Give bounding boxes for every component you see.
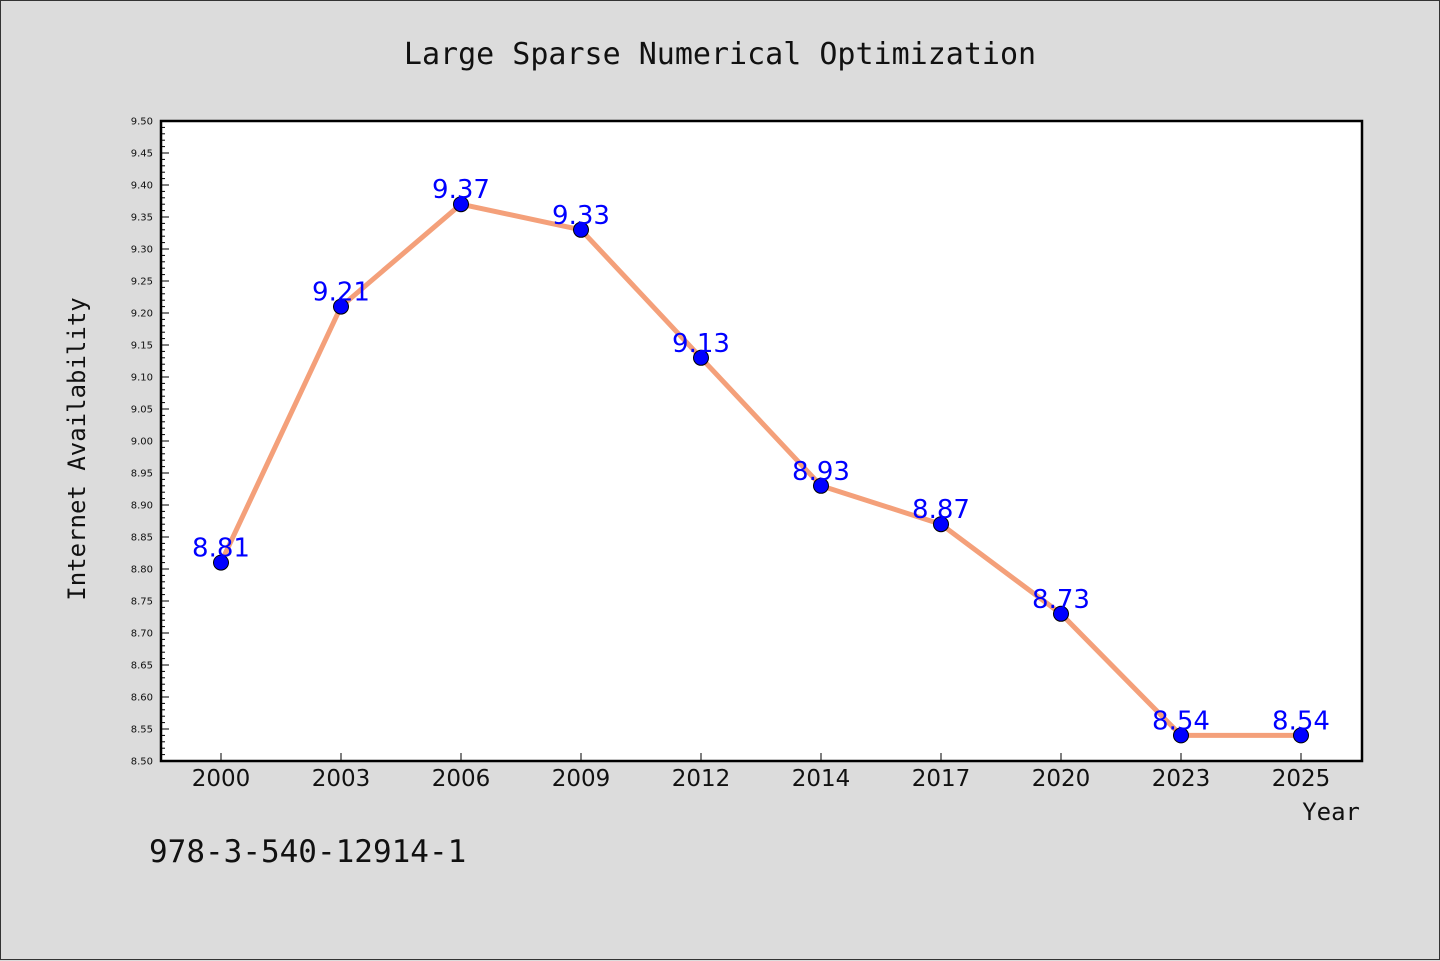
plot-area — [159, 119, 1364, 763]
y-tick-label: 8.50 — [131, 757, 153, 768]
data-point — [213, 554, 229, 571]
y-tick-label: 8.90 — [131, 501, 153, 512]
data-point — [1053, 605, 1069, 622]
data-point — [1173, 727, 1189, 744]
data-labels-layer: 8.81 9.21 9.37 9.33 9.13 8.93 8.87 8.73 8.54 8.54 — [192, 175, 1330, 736]
y-tick-label: 8.80 — [131, 565, 153, 576]
x-tick-label: 2006 — [432, 766, 491, 792]
y-tick-label: 8.70 — [131, 629, 153, 640]
y-tick-label: 8.75 — [131, 597, 153, 608]
data-label: 9.37 — [432, 175, 490, 205]
y-axis-ticks: 8.50 8.55 8.60 8.65 8.70 8.75 8.80 8.85 8.90 8.95… — [131, 117, 169, 768]
x-tick-label: 2009 — [552, 766, 611, 792]
y-tick-label: 8.60 — [131, 693, 153, 704]
x-tick-label: 2020 — [1032, 766, 1091, 792]
series-line — [218, 201, 1301, 738]
y-tick-label: 9.50 — [131, 117, 153, 128]
data-point — [693, 349, 709, 366]
data-label: 9.33 — [552, 201, 610, 231]
y-tick-label: 9.30 — [131, 245, 153, 256]
y-tick-label: 9.00 — [131, 437, 153, 448]
y-tick-label: 9.40 — [131, 181, 153, 192]
y-tick-label: 8.95 — [131, 469, 153, 480]
data-label: 9.13 — [672, 329, 730, 359]
chart-title: Large Sparse Numerical Optimization — [404, 37, 1036, 72]
footer-code: 978-3-540-12914-1 — [149, 834, 467, 870]
y-axis-label: Internet Availability — [63, 297, 91, 600]
y-tick-label: 9.20 — [131, 309, 153, 320]
data-label: 8.73 — [1032, 585, 1090, 615]
y-tick-label: 8.65 — [131, 661, 153, 672]
x-tick-label: 2012 — [672, 766, 731, 792]
data-point — [453, 196, 469, 213]
data-point — [813, 477, 829, 494]
y-tick-label: 9.10 — [131, 373, 153, 384]
y-tick-label: 9.15 — [131, 341, 153, 352]
y-tick-label: 9.05 — [131, 405, 153, 416]
data-label: 8.54 — [1152, 706, 1210, 736]
series-layer — [213, 196, 1309, 744]
x-tick-label: 2003 — [312, 766, 371, 792]
x-axis-ticks: 2000 2003 2006 2009 2012 2014 2017 2020 2023 2025 — [192, 753, 1331, 792]
x-axis-label: Year — [1302, 798, 1360, 826]
data-point — [573, 221, 589, 238]
x-tick-label: 2025 — [1272, 766, 1331, 792]
data-label: 9.21 — [312, 278, 370, 308]
x-tick-label: 2000 — [192, 766, 251, 792]
data-label: 8.87 — [912, 495, 970, 525]
x-tick-label: 2014 — [792, 766, 851, 792]
data-point — [1293, 727, 1309, 744]
data-label: 8.81 — [192, 534, 250, 564]
data-point — [333, 298, 349, 315]
data-point — [933, 516, 949, 533]
y-tick-label: 8.55 — [131, 725, 153, 736]
data-label: 8.54 — [1272, 706, 1330, 736]
y-tick-label: 9.25 — [131, 277, 153, 288]
x-tick-label: 2017 — [912, 766, 971, 792]
y-tick-label: 8.85 — [131, 533, 153, 544]
data-label: 8.93 — [792, 457, 850, 487]
y-tick-label: 9.45 — [131, 149, 153, 160]
x-tick-label: 2023 — [1152, 766, 1211, 792]
y-tick-label: 9.35 — [131, 213, 153, 224]
